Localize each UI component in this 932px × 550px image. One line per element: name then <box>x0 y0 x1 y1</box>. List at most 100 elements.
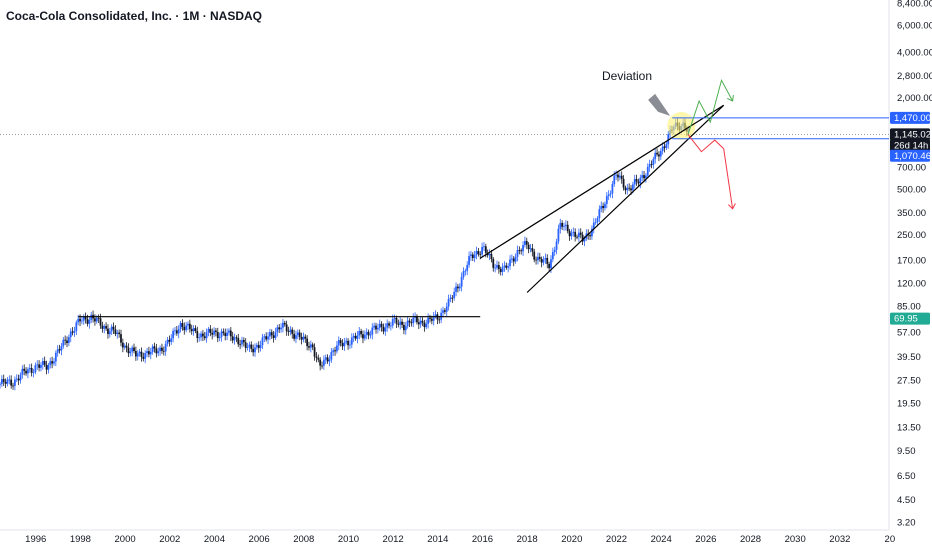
x-tick-label: 2022 <box>606 534 627 545</box>
candle-body <box>596 218 599 223</box>
candle-body <box>10 379 13 386</box>
candle-body <box>609 193 612 195</box>
candle-body <box>53 361 55 364</box>
candle-body <box>345 340 348 343</box>
x-tick-label: 2016 <box>472 534 493 545</box>
x-tick-label: 1998 <box>70 534 91 545</box>
candle-body <box>631 184 634 191</box>
y-tick-label: 4,000.00 <box>897 47 932 58</box>
candle-body <box>216 331 219 339</box>
price-tag-label: 69.95 <box>894 314 918 325</box>
candle-body <box>116 332 119 335</box>
candle-body <box>254 347 256 353</box>
candle-body <box>388 323 390 326</box>
candle-body <box>652 159 655 165</box>
candle-body <box>66 340 68 343</box>
candle-body <box>263 336 266 338</box>
candle-body <box>252 348 255 353</box>
candle-body <box>84 316 87 320</box>
candle-body <box>118 332 121 335</box>
candle-body <box>315 356 318 358</box>
candle-body <box>159 347 161 352</box>
candle-body <box>600 205 603 210</box>
candle-body <box>280 327 282 330</box>
candle-body <box>490 253 493 260</box>
candle-body <box>492 259 495 268</box>
candle-body <box>641 175 644 178</box>
candle-body <box>181 323 184 327</box>
candle-body <box>659 151 662 157</box>
candle-body <box>605 196 608 204</box>
candle-body <box>455 286 457 292</box>
candle-body <box>408 320 411 323</box>
candle-body <box>406 320 409 327</box>
candle-body <box>218 336 221 339</box>
candle-body <box>419 320 422 325</box>
candle-body <box>591 228 593 237</box>
candle-body <box>375 325 377 330</box>
candle-body <box>321 365 323 367</box>
price-axis[interactable]: 8,400.00 6,000.00 4,000.00 2,800.00 2,000.00… <box>897 0 932 529</box>
candle-body <box>501 267 504 272</box>
candle-body <box>451 297 454 299</box>
time-axis[interactable]: 1996 1998 2000 2002 2004 2006 2008 2010 2012 2014… <box>25 534 895 545</box>
candle-body <box>518 250 521 251</box>
candle-body <box>257 344 260 349</box>
candle-body <box>589 235 591 237</box>
candle-body <box>304 336 307 339</box>
candle-body <box>438 319 441 321</box>
candle-body <box>399 321 402 325</box>
candle-body <box>430 318 433 321</box>
candle-body <box>67 337 70 343</box>
candle-body <box>174 330 176 332</box>
x-tick-label: 2020 <box>561 534 582 545</box>
candle-body <box>2 379 5 382</box>
candle-body <box>319 359 322 366</box>
y-tick-label: 6.50 <box>897 471 916 482</box>
candle-body <box>654 152 657 160</box>
x-tick-label: 2000 <box>115 534 136 545</box>
candle-body <box>449 297 452 299</box>
candle-body <box>90 314 93 320</box>
candle-body <box>620 175 623 179</box>
candle-body <box>36 364 39 366</box>
candle-body <box>112 326 115 330</box>
candle-body <box>613 175 616 185</box>
candle-body <box>200 333 202 338</box>
candle-body <box>401 321 403 325</box>
candle-body <box>520 250 523 252</box>
candle-body <box>352 335 355 338</box>
candle-body <box>332 350 335 353</box>
y-tick-label: 3.20 <box>897 518 916 529</box>
candle-body <box>389 325 392 327</box>
candle-body <box>302 336 305 340</box>
candle-body <box>313 347 316 357</box>
x-tick-label: 1996 <box>25 534 46 545</box>
candle-body <box>429 317 431 319</box>
candle-body <box>49 361 52 366</box>
candle-body <box>522 245 524 252</box>
drawing-layer[interactable]: Deviation <box>0 69 889 318</box>
candle-body <box>25 370 27 374</box>
candle-body <box>209 328 212 333</box>
candle-body <box>512 258 515 262</box>
candle-body <box>598 209 601 219</box>
candle-body <box>393 318 396 320</box>
candle-body <box>155 348 158 354</box>
candle-body <box>30 367 33 373</box>
candle-body <box>564 224 567 226</box>
candle-body <box>639 177 642 184</box>
x-tick-label: 2026 <box>695 534 716 545</box>
candle-body <box>255 344 258 348</box>
candle-body <box>12 385 14 387</box>
x-tick-label: 20 <box>885 534 896 545</box>
price-tag-label: 1,070.46 <box>894 151 931 162</box>
x-tick-label: 2024 <box>651 534 672 545</box>
candle-body <box>121 342 124 348</box>
candle-body <box>127 347 130 354</box>
candle-body <box>94 318 96 322</box>
candle-body <box>376 327 379 330</box>
x-tick-label: 2032 <box>829 534 850 545</box>
